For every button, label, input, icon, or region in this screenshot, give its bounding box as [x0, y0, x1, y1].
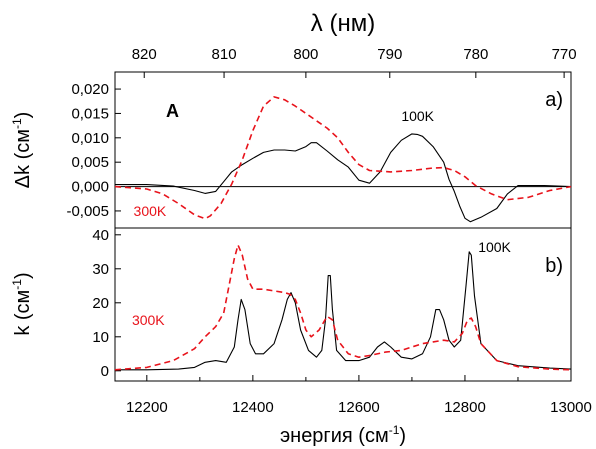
y-tick-label: 10	[92, 329, 109, 346]
y-tick-label: 0,000	[71, 179, 109, 196]
top-tick-label: 810	[212, 46, 237, 63]
series-line-300k	[114, 96, 572, 220]
panel-b-frame	[114, 227, 572, 382]
y-tick-label: 20	[92, 295, 109, 312]
annotation-300k: 300K	[134, 203, 167, 219]
top-tick-label: 820	[132, 46, 157, 63]
y-tick-label: 0,005	[71, 154, 109, 171]
y-tick-label: 0,020	[71, 81, 109, 98]
y-tick-label: -0,005	[66, 203, 109, 220]
panel-a-frame	[114, 71, 572, 229]
top-axis-ticks: 820 810 800 790 780 770	[132, 46, 577, 78]
x-tick-label: 12400	[232, 399, 274, 416]
panel-a-letter: A	[166, 101, 179, 121]
y-tick-label: 0,015	[71, 105, 109, 122]
panel-a-series	[114, 96, 572, 223]
panel-b-ylabel: k (см-1)	[10, 272, 34, 335]
bottom-axis-ticks: 12200 12400 12600 12800 13000	[126, 375, 592, 416]
panel-a: -0,005 0,000 0,005 0,010 0,015 0,020 100K 300K…	[10, 71, 572, 229]
y-tick-label: 0,010	[71, 130, 109, 147]
top-tick-label: 770	[552, 46, 577, 63]
x-tick-label: 12800	[444, 399, 486, 416]
bottom-axis-label: энергия (см-1)	[280, 423, 406, 447]
y-tick-label: 40	[92, 227, 109, 244]
panel-b-y-ticks: 0 10 20 30 40	[92, 227, 121, 380]
x-tick-label: 12200	[126, 399, 168, 416]
annotation-300k: 300K	[132, 312, 165, 328]
top-axis: λ (нм) 820 810 800 790 780 770	[132, 10, 577, 78]
annotation-100k: 100K	[401, 108, 434, 124]
x-tick-label: 12600	[338, 399, 380, 416]
x-tick-label: 13000	[550, 399, 592, 416]
top-tick-label: 800	[293, 46, 318, 63]
series-line-100k	[115, 251, 572, 371]
series-line-300k	[114, 244, 572, 371]
series-line-100k	[115, 133, 572, 223]
y-tick-label: 0	[101, 363, 109, 380]
top-tick-label: 790	[377, 46, 402, 63]
bottom-axis: 12200 12400 12600 12800 13000 энергия (см-1)	[126, 375, 592, 447]
panel-b: 0 10 20 30 40 100K 300K b) k (см-1)	[10, 227, 572, 382]
panel-a-y-ticks: -0,005 0,000 0,005 0,010 0,015 0,020	[66, 81, 121, 220]
top-tick-label: 780	[463, 46, 488, 63]
y-tick-label: 30	[92, 261, 109, 278]
annotation-100k: 100K	[478, 239, 511, 255]
top-axis-label: λ (нм)	[311, 10, 375, 37]
panel-b-annotations: 100K 300K	[132, 239, 512, 328]
panel-b-label: b)	[545, 255, 563, 277]
panel-a-label: a)	[545, 89, 563, 111]
panel-b-series	[114, 244, 572, 371]
panel-a-ylabel: Δk (см-1)	[10, 112, 34, 189]
panel-a-annotations: 100K 300K	[134, 108, 435, 219]
